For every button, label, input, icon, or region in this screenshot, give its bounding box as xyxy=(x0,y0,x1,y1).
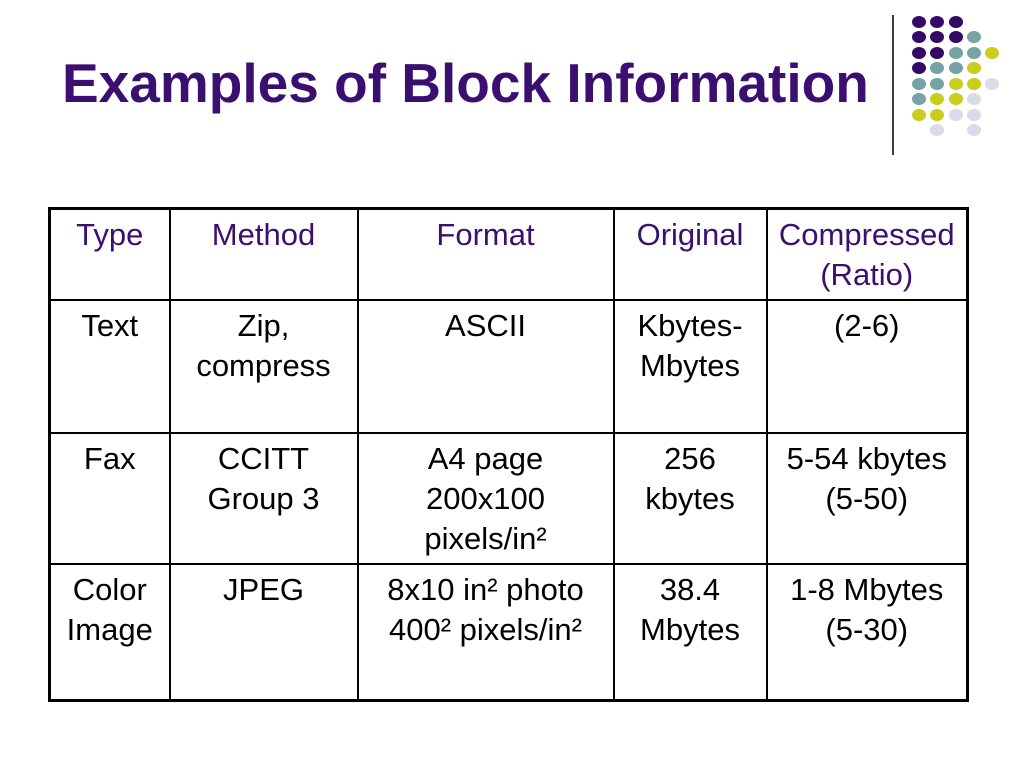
decor-dot xyxy=(966,124,981,136)
decor-dot xyxy=(948,31,963,44)
col-header-method: Method xyxy=(168,207,359,301)
table-cell: (2-6) xyxy=(765,299,969,434)
table-row: Color Image JPEG 8x10 in² photo 400² pix… xyxy=(48,563,969,701)
decor-dot xyxy=(930,31,945,44)
table-cell: 5-54 kbytes (5-50) xyxy=(765,432,969,565)
header-row: Type Method Format Original Compressed (… xyxy=(48,207,969,301)
decor-dot xyxy=(948,62,963,75)
col-header-compressed: Compressed (Ratio) xyxy=(765,207,969,301)
decor-dot xyxy=(985,77,1000,90)
table-cell: A4 page 200x100 pixels/in² xyxy=(356,432,615,565)
decor-dot xyxy=(966,62,981,75)
decor-dot xyxy=(948,46,963,59)
slide-title: Examples of Block Information xyxy=(62,52,869,114)
table-cell: Color Image xyxy=(48,563,171,701)
decor-dot xyxy=(966,31,981,44)
decor-dot xyxy=(930,93,945,106)
decor-dot xyxy=(948,93,963,106)
info-table: Type Method Format Original Compressed (… xyxy=(48,207,969,702)
table-cell: Text xyxy=(48,299,171,434)
decor-dot xyxy=(930,62,945,75)
table-cell: 8x10 in² photo 400² pixels/in² xyxy=(356,563,615,701)
decor-dot xyxy=(930,77,945,90)
table-cell: CCITT Group 3 xyxy=(168,432,359,565)
decor-dot xyxy=(966,77,981,90)
decor-dot xyxy=(930,46,945,59)
table-row: Text Zip, compress ASCII Kbytes- Mbytes … xyxy=(48,299,969,434)
decor-dot xyxy=(966,93,981,106)
decor-dot xyxy=(930,124,945,136)
decor-dot xyxy=(930,108,945,121)
table-cell: 1-8 Mbytes (5-30) xyxy=(765,563,969,701)
table-cell: ASCII xyxy=(356,299,615,434)
decor-dot xyxy=(948,16,963,28)
decor-dot xyxy=(912,16,926,28)
divider-line xyxy=(892,15,894,155)
decor-dot xyxy=(912,77,926,90)
table-cell: Kbytes- Mbytes xyxy=(612,299,768,434)
table-cell: 38.4 Mbytes xyxy=(612,563,768,701)
col-header-original: Original xyxy=(612,207,768,301)
dot-pattern xyxy=(912,16,1024,151)
decor-dot xyxy=(912,62,926,75)
decor-dot xyxy=(966,46,981,59)
decor-dot xyxy=(985,46,1000,59)
decor-dot xyxy=(948,77,963,90)
decor-dot xyxy=(966,108,981,121)
table-cell: JPEG xyxy=(168,563,359,701)
decor-dot xyxy=(930,16,945,28)
table-cell: Zip, compress xyxy=(168,299,359,434)
decor-dot xyxy=(948,108,963,121)
table-cell: 256 kbytes xyxy=(612,432,768,565)
table-cell: Fax xyxy=(48,432,171,565)
decor-dot xyxy=(912,108,926,121)
col-header-format: Format xyxy=(356,207,615,301)
decor-dot xyxy=(912,93,926,106)
decor-dot xyxy=(912,46,926,59)
col-header-type: Type xyxy=(48,207,171,301)
decor-dot xyxy=(912,31,926,44)
table-row: Fax CCITT Group 3 A4 page 200x100 pixels… xyxy=(48,432,969,565)
